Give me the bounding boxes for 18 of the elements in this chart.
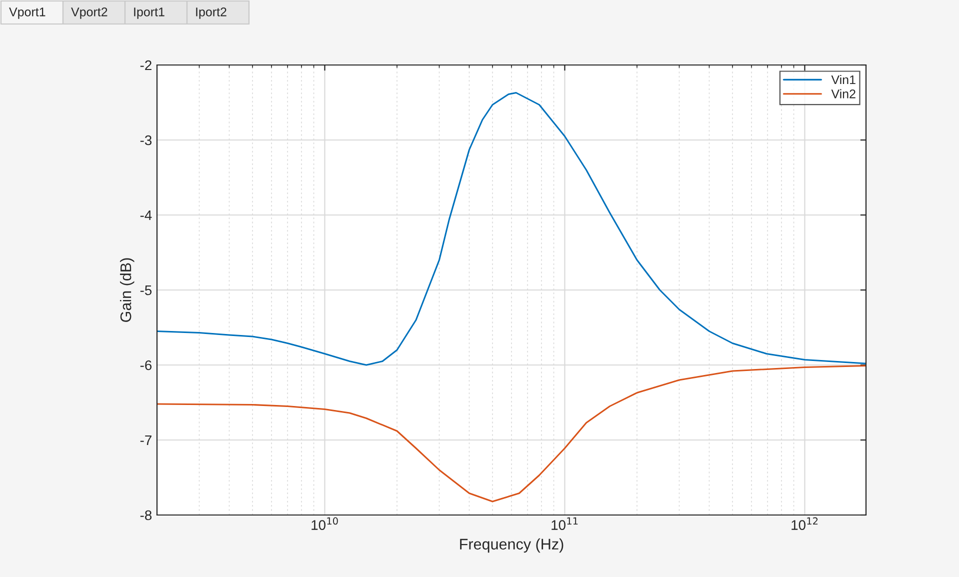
y-tick-label: -3	[140, 135, 152, 146]
x-tick-label: 10$^{11}$	[552, 517, 578, 530]
y-tick-label: -5	[140, 285, 152, 296]
y-axis-title: Gain (dB)	[120, 258, 134, 322]
y-tick-label: -6	[140, 360, 152, 370]
text: Vport2	[71, 8, 108, 19]
legend-label: Vin1	[831, 75, 856, 84]
y-tick-label: -4	[140, 210, 152, 220]
text: Iport1	[134, 8, 164, 19]
text: Iport2	[196, 8, 226, 19]
y-tick-label: -2	[140, 60, 152, 70]
x-tick-label: 10$^{10}$	[312, 517, 338, 530]
y-tick-label: -7	[140, 435, 152, 446]
x-axis-title: Frequency (Hz)	[460, 538, 564, 553]
text: Vport1	[9, 8, 46, 19]
legend-label: Vin2	[831, 89, 856, 98]
y-tick-label: -8	[140, 510, 152, 520]
x-tick-label: 10$^{12}$	[792, 517, 818, 530]
